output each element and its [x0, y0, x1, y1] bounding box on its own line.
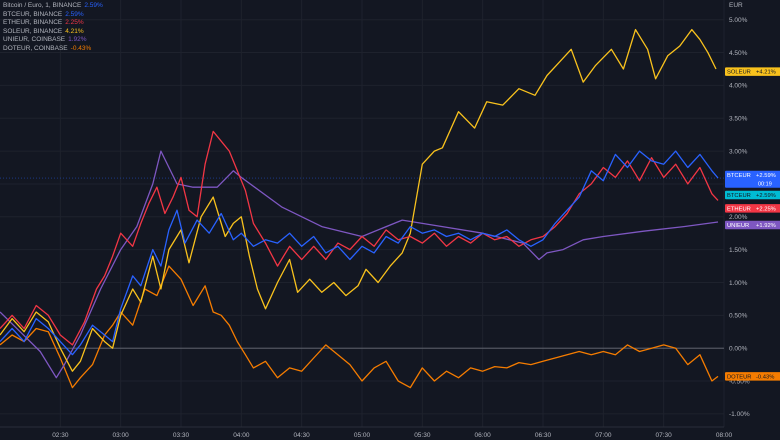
price-tag-value: +2.25%	[756, 206, 776, 212]
price-tag-background	[725, 220, 780, 230]
axis-currency-label: EUR	[729, 2, 743, 9]
price-tag-symbol: ETHEUR	[727, 206, 751, 212]
y-tick-label: -1.00%	[729, 411, 750, 418]
price-tag-value: +2.59%	[756, 173, 776, 179]
price-tag-btceur[interactable]: BTCEUR +2.59% 00:19	[725, 170, 780, 188]
y-tick-label: 0.00%	[729, 345, 748, 352]
price-tag-soleur[interactable]: SOLEUR +4.21%	[725, 67, 780, 76]
price-tag-symbol: UNIEUR	[727, 223, 749, 229]
y-tick-label: 5.00%	[729, 17, 748, 24]
legend-label: DOTEUR, COINBASE	[3, 44, 68, 52]
price-tag-value: +4.21%	[756, 70, 776, 76]
price-tag-unieur[interactable]: UNIEUR +1.92%	[725, 220, 780, 230]
price-tag-background	[725, 170, 780, 188]
legend-pct: 2.25%	[65, 19, 84, 27]
x-tick-label: 06:00	[475, 432, 492, 439]
y-tick-label: 3.00%	[729, 148, 748, 155]
x-tick-label: 03:00	[113, 432, 130, 439]
legend-pct: 4.21%	[65, 27, 84, 35]
x-tick-label: 04:00	[233, 432, 250, 439]
y-tick-label: 1.00%	[729, 280, 748, 287]
price-tag-countdown: 00:19	[758, 181, 772, 187]
series-line-doteur	[0, 265, 719, 389]
series-line-soleur	[0, 28, 717, 372]
x-tick-label: 02:30	[52, 432, 69, 439]
legend-pct: 2.59%	[65, 10, 84, 18]
price-tag-etheur[interactable]: ETHEUR +2.25%	[725, 204, 780, 213]
price-tag-btceur[interactable]: BTCEUR +2.59%	[725, 190, 780, 200]
x-tick-label: 05:30	[414, 432, 431, 439]
legend-label: ETHEUR, BINANCE	[3, 19, 63, 27]
y-tick-label: 2.00%	[729, 214, 748, 221]
price-tag-doteur[interactable]: DOTEUR -0.43%	[725, 372, 780, 381]
legend-pct: -0.43%	[70, 44, 92, 52]
y-tick-label: 0.50%	[729, 313, 748, 320]
series-line-unieur	[0, 150, 719, 379]
legend-row-btceur[interactable]: BTCEUR, BINANCE 2.59%	[3, 11, 103, 20]
legend-row-etheur[interactable]: ETHEUR, BINANCE 2.25%	[3, 19, 103, 28]
x-tick-label: 03:30	[173, 432, 190, 439]
legend-label: SOLEUR, BINANCE	[3, 27, 63, 35]
price-tag-symbol: BTCEUR	[727, 173, 751, 179]
y-tick-label: 4.50%	[729, 50, 748, 57]
legend-label: UNIEUR, COINBASE	[3, 36, 66, 44]
y-tick-label: 4.00%	[729, 83, 748, 90]
price-tag-background	[725, 372, 780, 381]
legend-pct: 1.92%	[68, 36, 87, 44]
y-tick-label: -0.50%	[729, 378, 750, 385]
price-tag-background	[725, 190, 780, 200]
price-tag-value: +2.59%	[756, 193, 776, 199]
price-tag-value: +1.92%	[756, 223, 776, 229]
legend-label: Bitcoin / Euro, 1, BINANCE	[3, 2, 82, 9]
x-tick-label: 07:00	[595, 432, 612, 439]
x-tick-label: 05:00	[354, 432, 371, 439]
legend-row-doteur[interactable]: DOTEUR, COINBASE -0.43%	[3, 45, 103, 54]
price-tag-value: -0.43%	[756, 374, 774, 380]
x-tick-label: 06:30	[535, 432, 552, 439]
y-tick-label: 1.50%	[729, 247, 748, 254]
y-tick-label: 3.50%	[729, 116, 748, 123]
price-tag-symbol: DOTEUR	[727, 374, 751, 380]
legend-row-soleur[interactable]: SOLEUR, BINANCE 4.21%	[3, 28, 103, 37]
price-tag-background	[725, 67, 780, 76]
x-tick-label: 04:30	[294, 432, 311, 439]
price-tag-symbol: BTCEUR	[727, 193, 751, 199]
series-line-etheur	[0, 130, 719, 346]
x-tick-label: 07:30	[656, 432, 673, 439]
price-tag-background	[725, 204, 780, 213]
legend-pct: 2.59%	[84, 2, 103, 9]
legend-row-main[interactable]: Bitcoin / Euro, 1, BINANCE 2.59%	[3, 2, 103, 11]
legend-label: BTCEUR, BINANCE	[3, 10, 63, 18]
price-tag-symbol: SOLEUR	[727, 70, 751, 76]
x-tick-label: 08:00	[716, 432, 733, 439]
series-line-btceur	[0, 150, 719, 356]
chart-legend: Bitcoin / Euro, 1, BINANCE 2.59% BTCEUR, …	[3, 2, 103, 54]
legend-row-unieur[interactable]: UNIEUR, COINBASE 1.92%	[3, 36, 103, 45]
